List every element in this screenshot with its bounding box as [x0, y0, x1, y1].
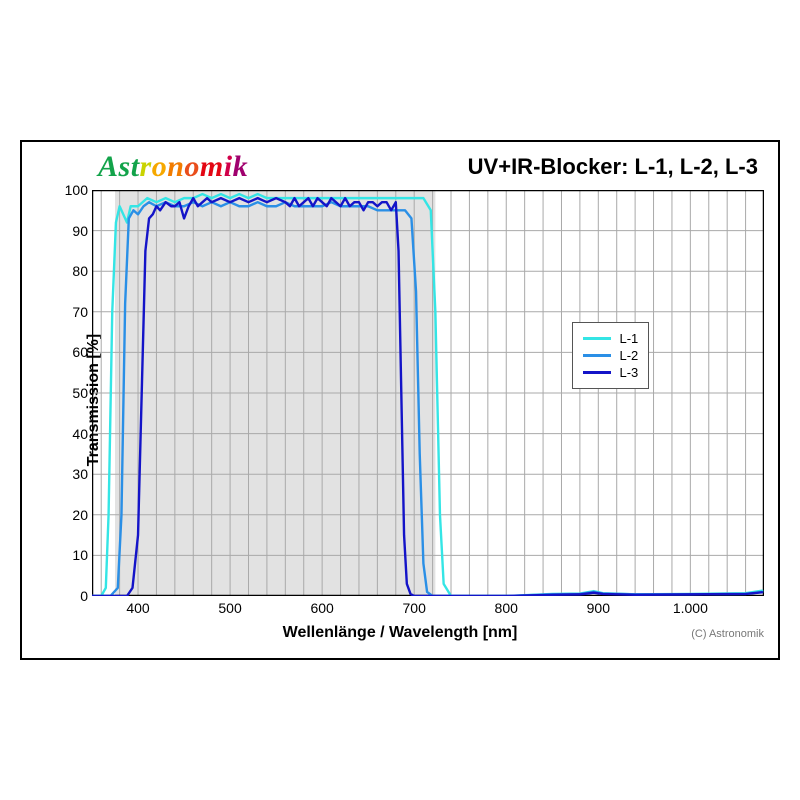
legend-item: L-1 — [583, 331, 638, 346]
y-tick-label: 70 — [72, 304, 88, 320]
x-axis-label: Wellenlänge / Wavelength [nm] — [283, 624, 518, 642]
x-tick-label: 700 — [403, 600, 426, 616]
y-tick-label: 90 — [72, 223, 88, 239]
legend-swatch — [583, 337, 611, 340]
copyright-text: (C) Astronomik — [691, 628, 764, 640]
x-tick-label: 600 — [310, 600, 333, 616]
page: Astronomik UV+IR-Blocker: L-1, L-2, L-3 … — [0, 0, 800, 800]
y-tick-label: 10 — [72, 547, 88, 563]
y-tick-label: 50 — [72, 385, 88, 401]
y-tick-label: 60 — [72, 344, 88, 360]
legend-swatch — [583, 371, 611, 374]
chart-card: Astronomik UV+IR-Blocker: L-1, L-2, L-3 … — [20, 140, 780, 660]
legend-item: L-3 — [583, 365, 638, 380]
y-tick-label: 20 — [72, 507, 88, 523]
x-tick-label: 500 — [218, 600, 241, 616]
y-tick-label: 30 — [72, 466, 88, 482]
brand-logo: Astronomik — [98, 150, 248, 184]
y-tick-label: 100 — [65, 182, 88, 198]
x-tick-label: 900 — [587, 600, 610, 616]
legend: L-1 L-2 L-3 — [572, 322, 649, 389]
x-tick-label: 1.000 — [673, 600, 708, 616]
y-tick-label: 40 — [72, 426, 88, 442]
y-tick-label: 0 — [80, 588, 88, 604]
legend-swatch — [583, 354, 611, 357]
plot-area: 0102030405060708090100400500600700800900… — [92, 190, 764, 596]
x-tick-label: 400 — [126, 600, 149, 616]
y-tick-label: 80 — [72, 263, 88, 279]
legend-label: L-1 — [619, 331, 638, 346]
x-tick-label: 800 — [495, 600, 518, 616]
legend-item: L-2 — [583, 348, 638, 363]
legend-label: L-2 — [619, 348, 638, 363]
chart-title: UV+IR-Blocker: L-1, L-2, L-3 — [468, 154, 758, 180]
legend-label: L-3 — [619, 365, 638, 380]
